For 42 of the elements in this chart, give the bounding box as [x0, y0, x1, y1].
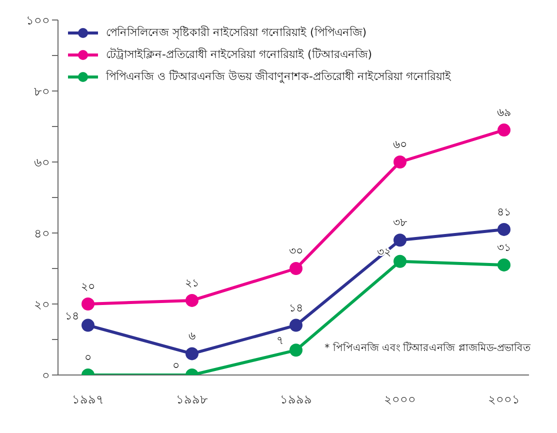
point: [82, 318, 94, 332]
point: [498, 258, 510, 272]
data-label: ৭: [276, 334, 284, 348]
x-tick-label: ১৯৯৯: [280, 392, 312, 407]
data-label: ২০: [81, 280, 95, 293]
point: [290, 318, 302, 332]
point: [394, 234, 406, 247]
y-tick-label: ১০০: [26, 13, 50, 28]
data-label: ৬০: [393, 138, 407, 151]
point: [186, 347, 198, 360]
point: [290, 262, 302, 275]
legend-label: পেনিসিলিনেজ সৃষ্টিকারী নাইসেরিয়া গনোরিয়াই (পিপিএনজি): [106, 24, 367, 42]
data-label: ২১: [185, 276, 199, 290]
x-tick-label: ২০০১: [488, 392, 520, 407]
data-label: ০: [172, 359, 180, 372]
y-tick-label: ৮০: [34, 84, 50, 98]
data-label: ৩১: [497, 240, 511, 254]
y-tick-label: ২০: [34, 297, 50, 312]
point: [394, 254, 406, 268]
data-label: ৩৮: [393, 216, 407, 230]
data-label: ৬৯: [497, 106, 511, 120]
point: [498, 124, 510, 137]
data-label: ৬: [188, 330, 196, 343]
data-label: ৩০: [289, 244, 303, 258]
y-tick-label: ৬০: [34, 155, 50, 170]
x-tick-label: ১৯৯৭: [72, 392, 104, 407]
data-label: ০: [84, 351, 92, 364]
point: [82, 298, 94, 310]
point: [394, 156, 406, 168]
annotation: * পিপিএনজি এবং টিআরএনজি প্লাজমিড-প্রভাবিত: [324, 340, 531, 356]
legend-label: টেট্রাসাইক্লিন-প্রতিরোধী নাইসেরিয়া গনোরিয়াই (টিআরএনজি): [106, 46, 372, 62]
point: [498, 222, 510, 236]
data-label: ১৪: [289, 301, 303, 314]
point: [186, 294, 198, 307]
point: [290, 344, 302, 357]
data-label: ৪১: [497, 205, 511, 218]
y-tick-label: ০: [42, 368, 50, 382]
data-label: ১৪: [65, 309, 79, 322]
x-tick-label: ২০০০: [384, 392, 416, 407]
legend-label: পিপিএনজি ও টিআরএনজি উভয় জীবাণুনাশক-প্রতিরোধী নাইসেরিয়া গনোরিয়াই: [106, 68, 451, 86]
x-tick-label: ১৯৯৮: [176, 392, 208, 407]
y-tick-label: ৪০: [34, 226, 50, 240]
